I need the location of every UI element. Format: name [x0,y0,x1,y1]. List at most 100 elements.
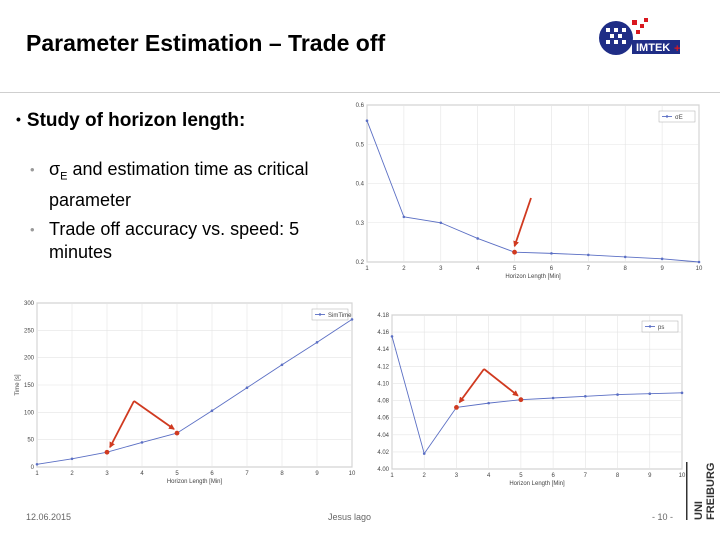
data-point [280,363,284,367]
legend-label: σE [675,115,683,121]
data-point [487,401,490,405]
y-tick-label: 200 [24,356,35,362]
x-tick-label: 5 [513,266,517,272]
y-tick-label: 4.10 [377,381,389,387]
annotation-arrow [109,400,135,449]
series-line [36,319,353,465]
bullet-sub-2-text: Trade off accuracy vs. speed: 5 minutes [49,219,300,262]
y-tick-label: 0.3 [356,221,365,227]
x-tick-label: 1 [390,473,394,479]
x-tick-label: 6 [210,471,214,477]
data-point [422,452,426,455]
footer-date: 12.06.2015 [26,512,72,522]
data-point [245,386,249,390]
x-tick-label: 9 [648,473,652,479]
data-point [697,260,701,264]
data-point [476,237,479,240]
y-tick-label: 0.5 [356,142,365,148]
imtek-logo: IMTEK + [599,18,680,55]
chart-parameter: 1 2 3 4 5 6 7 8 9 10 4.00 4.02 4.04 4.06 4.08 4.10 4.12 4… [377,313,686,487]
x-tick-label: 8 [280,471,284,477]
data-point [350,318,354,321]
x-tick-label: 5 [175,471,179,477]
imtek-logo-band [632,40,680,54]
x-axis-label: Horizon Length [Min] [505,274,561,280]
x-axis-label: Horizon Length [Min] [509,481,565,487]
highlight-point [454,405,459,410]
y-tick-label: 0.4 [356,182,365,188]
chart-sigma-e: 1 2 3 4 5 6 7 8 9 10 0.2 0.3 0.4 0.5 0.6 Horizon Length… [356,103,703,280]
x-tick-label: 9 [660,266,664,272]
y-tick-label: 300 [24,301,35,307]
x-tick-label: 10 [696,266,703,272]
imtek-logo-grid [606,28,626,44]
series-line [366,120,700,263]
legend-box [658,110,696,123]
data-point [648,392,652,396]
plot-area [391,314,683,470]
x-axis-label: Horizon Length [Min] [167,479,223,485]
x-tick-label: 5 [519,473,523,479]
legend-marker [648,325,652,328]
bullet-main: • Study of horizon length: [16,110,245,132]
annotation-arrow [483,368,519,397]
y-tick-label: 250 [24,328,35,334]
series-line [391,336,683,455]
legend-box [311,308,349,321]
y-tick-label: 4.02 [377,450,389,456]
annotation-arrow [458,368,485,404]
highlight-point [104,449,110,455]
y-tick-label: 4.00 [377,467,389,473]
y-tick-label: 100 [24,410,35,416]
data-point [70,457,74,461]
x-tick-label: 8 [624,266,628,272]
x-tick-label: 7 [587,266,591,272]
bullet-sub-1-text: σE and estimation time as critical param… [49,158,339,212]
bullet-sub-2: • Trade off accuracy vs. speed: 5 minute… [30,218,340,266]
data-point [660,257,664,261]
y-tick-label: 4.08 [377,399,389,405]
title-divider [0,92,720,93]
uni-logo-text-1: UNI [693,501,705,520]
legend-label: ps [658,325,664,331]
y-tick-label: 4.06 [377,416,389,422]
data-point [390,335,394,338]
y-tick-label: 4.14 [377,347,389,353]
bullet-dot-icon: • [16,111,21,127]
x-tick-label: 7 [584,473,588,479]
x-tick-label: 3 [439,266,443,272]
data-point [140,441,144,444]
y-tick-label: 4.18 [377,313,389,319]
bullet-dot-icon: • [30,162,35,177]
x-tick-label: 4 [476,266,480,272]
highlight-point [518,397,524,403]
imtek-logo-text: IMTEK [636,42,670,54]
data-point [587,253,590,257]
y-tick-label: 0 [31,465,35,471]
uni-logo-bar [686,462,688,520]
highlight-point [512,249,517,255]
bullet-dot-icon: • [30,222,35,237]
imtek-logo-star: + [674,43,680,55]
bullet-main-text: Study of horizon length: [26,110,246,131]
data-point [623,255,627,259]
data-point [550,252,553,255]
x-tick-label: 4 [140,471,144,477]
footer-page-number: - 10 - [652,512,674,522]
data-point [616,393,619,396]
x-tick-label: 2 [70,471,74,477]
data-point [402,215,406,219]
y-tick-label: 0.2 [356,260,365,266]
y-tick-label: 0.6 [356,103,365,109]
uni-logo-text-2: FREIBURG [705,463,717,520]
x-tick-label: 8 [616,473,620,479]
slide-title: Parameter Estimation – Trade off [26,30,386,56]
x-tick-label: 10 [349,471,356,477]
legend-label: SimTime [328,313,352,319]
data-point [680,391,684,395]
x-tick-label: 3 [455,473,459,479]
x-tick-label: 1 [365,266,369,272]
x-tick-label: 6 [550,266,554,272]
legend-box [641,320,679,333]
